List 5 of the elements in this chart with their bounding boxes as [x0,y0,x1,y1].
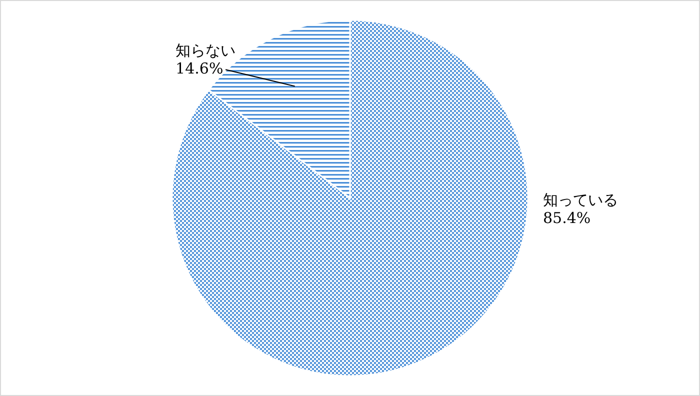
data-label: 14.6% [176,60,224,78]
pie-slice [171,19,529,377]
slice-label: 知っている [543,191,618,209]
slice-label: 知らない [176,42,236,60]
data-label: 85.4% [543,209,591,227]
